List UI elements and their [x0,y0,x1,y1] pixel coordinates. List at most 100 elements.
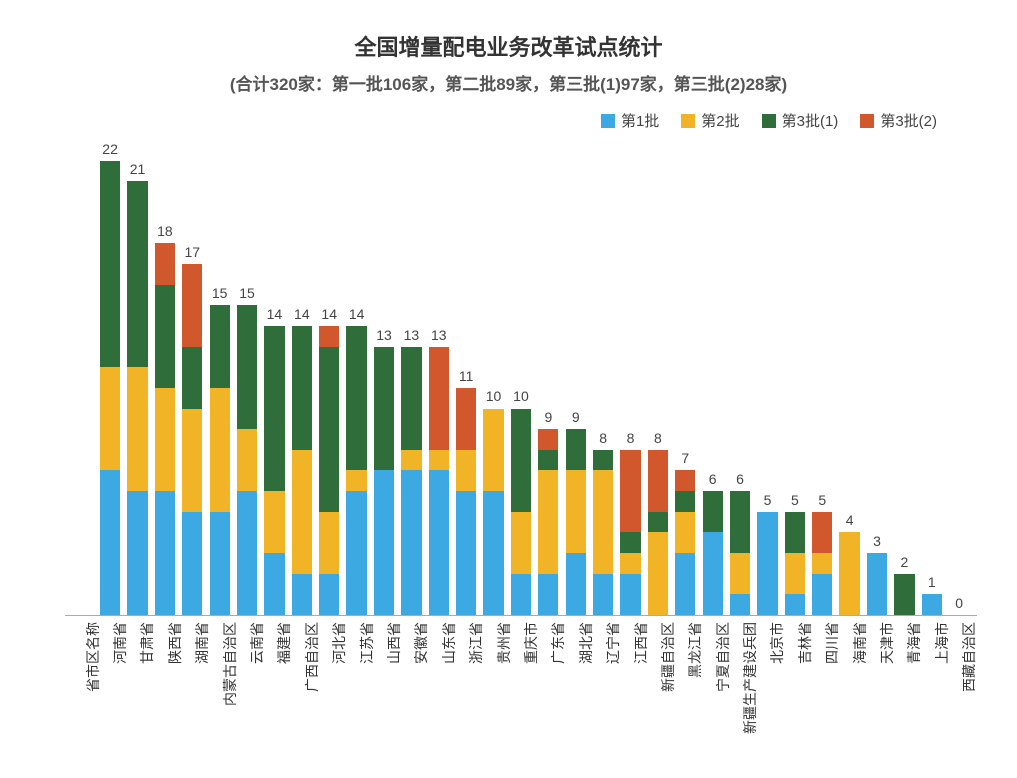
bar-group: 13 [370,141,397,615]
bar-segment [100,367,120,470]
bar-segment [346,470,366,491]
bar-total-label: 5 [809,492,836,508]
bar-total-label: 15 [206,285,233,301]
x-axis-label: 河北省 [316,616,343,736]
bar-segment [566,470,586,553]
bar-total-label: 15 [233,285,260,301]
legend-label: 第1批 [621,110,659,131]
bar-segment [483,491,503,615]
bar-stack [155,243,175,615]
legend-label: 第3批(1) [782,110,839,131]
bar-total-label: 14 [316,306,343,322]
bar-segment [620,553,640,574]
bar-segment [483,409,503,492]
bar-segment [155,491,175,615]
bar-segment [566,553,586,615]
bar-group: 13 [398,141,425,615]
bar-segment [237,305,257,429]
bar-segment [785,594,805,615]
bar-segment [319,347,339,512]
x-axis-label: 青海省 [891,616,918,736]
legend-item: 第3批(1) [762,110,839,131]
bar-segment [593,574,613,615]
bar-total-label: 4 [836,512,863,528]
x-axis-label: 湖南省 [179,616,206,736]
bar-segment [812,512,832,553]
bar-group: 17 [179,141,206,615]
bar-stack [620,450,640,615]
bar-segment [237,429,257,491]
x-axis-label: 省市区名称 [69,616,96,736]
bar-segment [593,450,613,471]
bar-group: 10 [507,141,534,615]
bar-segment [401,470,421,615]
x-axis-label: 天津市 [863,616,890,736]
bar-group: 1 [918,141,945,615]
bar-segment [648,512,668,533]
bar-total-label: 8 [617,430,644,446]
bar-segment [839,532,859,615]
x-axis-label: 广西自治区 [288,616,315,736]
bar-segment [237,491,257,615]
bar-stack [730,491,750,615]
bar-total-label: 9 [562,409,589,425]
x-axis-label: 西藏自治区 [946,616,973,736]
x-axis-label: 山东省 [425,616,452,736]
bar-segment [894,574,914,615]
bar-group: 3 [863,141,890,615]
bar-stack [894,574,914,615]
bar-total-label: 2 [891,554,918,570]
bar-stack [319,326,339,615]
bar-segment [675,553,695,615]
x-axis-label: 海南省 [836,616,863,736]
bar-segment [648,532,668,615]
legend-swatch [762,114,776,128]
bar-segment [456,388,476,450]
bar-total-label: 3 [863,533,890,549]
bar-total-label: 7 [672,450,699,466]
bar-total-label: 21 [124,161,151,177]
legend: 第1批第2批第3批(1)第3批(2) [20,110,997,131]
chart-subtitle: (合计320家：第一批106家，第二批89家，第三批(1)97家，第三批(2)2… [20,70,997,95]
bar-group: 21 [124,141,151,615]
bar-segment [730,553,750,594]
bar-group: 15 [206,141,233,615]
bar-stack [593,450,613,615]
x-axis-label: 新疆生产建设兵团 [726,616,753,736]
bar-group: 14 [316,141,343,615]
bar-group: 15 [233,141,260,615]
bar-segment [210,305,230,388]
legend-swatch [601,114,615,128]
x-axis-label: 宁夏自治区 [699,616,726,736]
bar-segment [319,512,339,574]
bar-segment [675,491,695,512]
bar-segment [100,161,120,368]
bar-group: 4 [836,141,863,615]
x-axis-label: 江西省 [617,616,644,736]
bar-total-label: 8 [644,430,671,446]
bar-segment [182,347,202,409]
bar-total-label: 14 [288,306,315,322]
bar-segment [730,491,750,553]
bar-segment [757,512,777,615]
bar-group: 14 [288,141,315,615]
bar-total-label: 10 [507,388,534,404]
legend-item: 第2批 [681,110,739,131]
bar-stack [100,161,120,615]
x-axis-label: 安徽省 [398,616,425,736]
bar-segment [374,347,394,471]
bar-total-label: 8 [589,430,616,446]
bar-segment [675,512,695,553]
bar-stack [127,181,147,615]
bar-total-label: 6 [699,471,726,487]
chart-container: 全国增量配电业务改革试点统计 (合计320家：第一批106家，第二批89家，第三… [0,0,1017,778]
bar-total-label: 5 [754,492,781,508]
bar-segment [292,574,312,615]
bar-segment [264,326,284,491]
bar-group: 11 [452,141,479,615]
bar-group: 13 [425,141,452,615]
bar-segment [155,243,175,284]
bar-segment [182,409,202,512]
x-axis-label: 浙江省 [452,616,479,736]
bar-total-label: 14 [261,306,288,322]
